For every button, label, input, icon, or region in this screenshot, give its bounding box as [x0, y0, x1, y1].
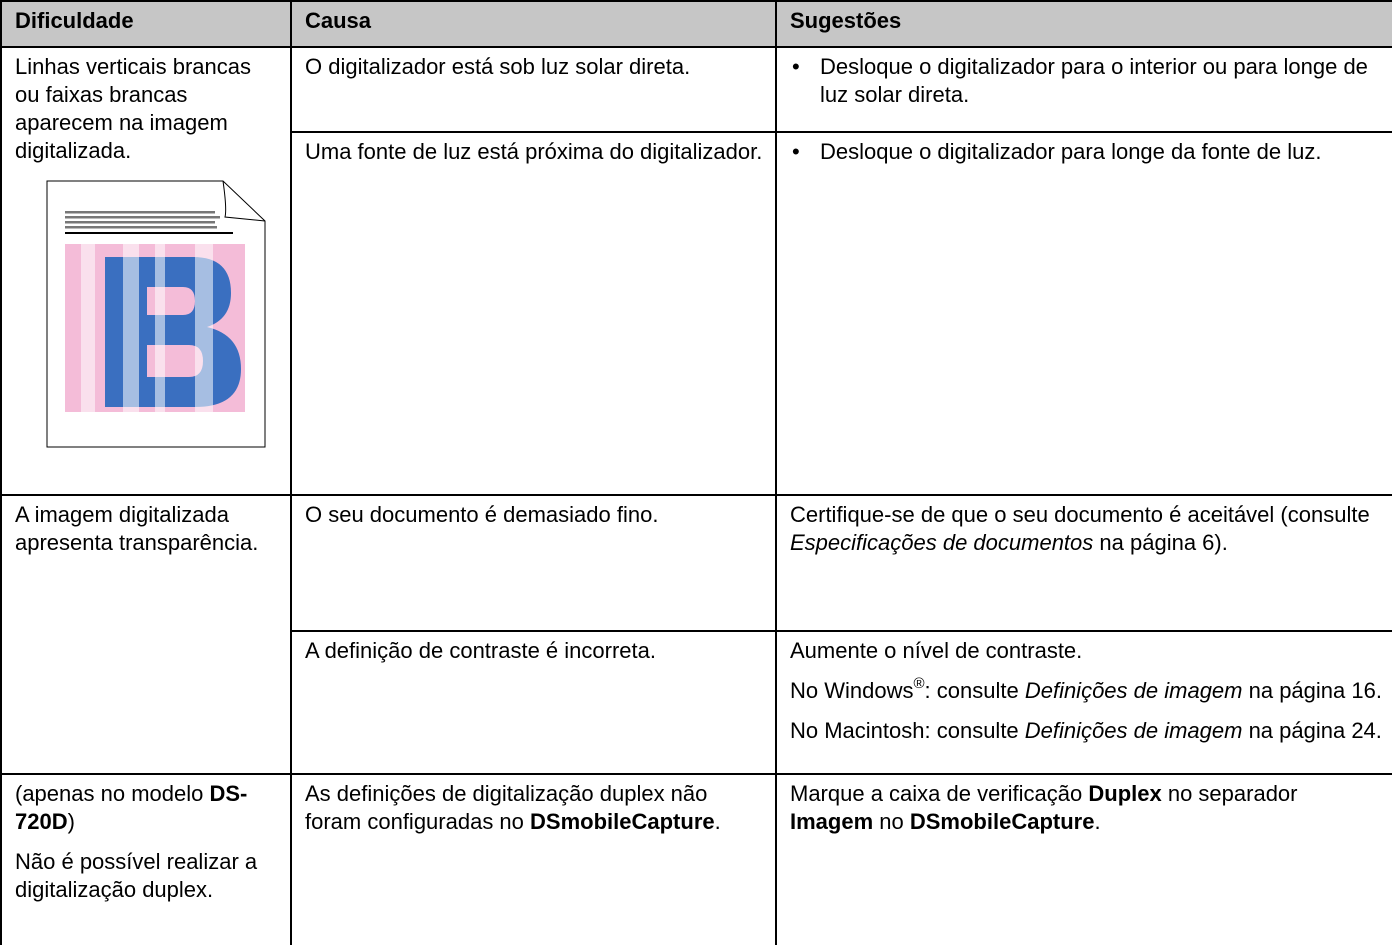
text-run: na página 6).	[1093, 530, 1228, 555]
paragraph: • Desloque o digitalizador para longe da …	[790, 138, 1382, 166]
paragraph: No Windows®: consulte Definições de imag…	[790, 675, 1382, 705]
table-row: Uma fonte de luz está próxima do digital…	[1, 131, 1392, 496]
header-row: Dificuldade Causa Sugestões	[0, 0, 1392, 48]
paragraph: A imagem digitalizada apresenta transpar…	[15, 501, 280, 557]
problem-cell: Linhas verticais brancas ou faixas branc…	[0, 46, 292, 496]
problem-cell: (apenas no modelo DS-720D) Não é possível…	[0, 773, 292, 945]
suggestion-cell: • Desloque o digitalizador para longe da …	[775, 131, 1392, 496]
text-run: Linhas verticais brancas ou faixas branc…	[15, 54, 252, 163]
paragraph: O seu documento é demasiado fino.	[305, 501, 765, 529]
cause-cell: A definição de contraste é incorreta.	[290, 630, 777, 775]
text-run: Não é possível realizar a digitalização …	[15, 849, 258, 902]
text-run: na página 24.	[1242, 718, 1382, 743]
paragraph: (apenas no modelo DS-720D)	[15, 780, 280, 836]
paragraph: • Desloque o digitalizador para o interio…	[790, 53, 1382, 109]
text-run: A imagem digitalizada apresenta transpar…	[15, 502, 259, 555]
text-run: (apenas no modelo	[15, 781, 210, 806]
text-run: : consulte	[924, 678, 1025, 703]
paragraph: Linhas verticais brancas ou faixas branc…	[15, 53, 280, 165]
text-run: DSmobileCapture	[530, 809, 715, 834]
text-run: na página 16.	[1242, 678, 1382, 703]
text-run: Definições de imagem	[1024, 718, 1243, 743]
cause-cell: O digitalizador está sob luz solar diret…	[290, 46, 777, 133]
text-run: No Windows	[790, 678, 914, 703]
paragraph: Uma fonte de luz está próxima do digital…	[305, 138, 765, 166]
text-run: )	[67, 809, 75, 834]
text-run: no	[873, 809, 910, 834]
text-run: DSmobileCapture	[909, 809, 1095, 834]
table-row: A imagem digitalizada apresenta transpar…	[0, 494, 1392, 775]
text-run: No Macintosh: consulte	[790, 718, 1025, 743]
text-run: DS-720D	[15, 781, 248, 834]
suggestion-cell: Marque a caixa de verificação Duplex no …	[775, 773, 1392, 945]
text-run: no separador	[1161, 781, 1298, 806]
text-run: As definições de digitalização duplex nã…	[305, 781, 708, 834]
paragraph: Aumente o nível de contraste.	[790, 637, 1382, 665]
cause-cell: O seu documento é demasiado fino.	[290, 494, 777, 632]
text-run: Desloque o digitalizador para longe da f…	[820, 139, 1322, 164]
paragraph: Certifique-se de que o seu documento é a…	[790, 501, 1382, 557]
text-run: .	[714, 809, 721, 834]
problem-cell: A imagem digitalizada apresenta transpar…	[0, 494, 292, 775]
text-run: Desloque o digitalizador para o interior…	[820, 54, 1368, 107]
text-run: Duplex	[1088, 781, 1162, 806]
cause-cell: As definições de digitalização duplex nã…	[290, 773, 777, 945]
table-row: (apenas no modelo DS-720D) Não é possível…	[0, 773, 1392, 945]
suggestion-cell: • Desloque o digitalizador para o interio…	[775, 46, 1392, 133]
suggestion-cell: Certifique-se de que o seu documento é a…	[775, 494, 1392, 632]
paragraph: A definição de contraste é incorreta.	[305, 637, 765, 665]
text-run: Aumente o nível de contraste.	[790, 638, 1083, 663]
table-row: Linhas verticais brancas ou faixas branc…	[0, 46, 1392, 496]
text-run: Marque a caixa de verificação	[790, 781, 1089, 806]
table-row: A definição de contraste é incorreta. Aum…	[1, 630, 1392, 775]
paragraph: Marque a caixa de verificação Duplex no …	[790, 780, 1382, 836]
text-run: ®	[913, 675, 925, 692]
text-run: A definição de contraste é incorreta.	[305, 638, 656, 663]
paragraph: O digitalizador está sob luz solar diret…	[305, 53, 765, 81]
text-run: Imagem	[790, 809, 874, 834]
bullet: •	[792, 139, 800, 164]
text-run: Especificações de documentos	[790, 530, 1094, 555]
header-cell: Dificuldade	[0, 0, 292, 48]
text-run: .	[1094, 809, 1101, 834]
text-run: O seu documento é demasiado fino.	[305, 502, 659, 527]
suggestion-cell: Aumente o nível de contraste. No Windows®…	[775, 630, 1392, 775]
text-run: Definições de imagem	[1024, 678, 1243, 703]
bullet: •	[792, 54, 800, 79]
header-cell: Causa	[290, 0, 777, 48]
header-cell: Sugestões	[775, 0, 1392, 48]
paragraph: No Macintosh: consulte Definições de ima…	[790, 717, 1382, 745]
paragraph: As definições de digitalização duplex nã…	[305, 780, 765, 836]
text-run: O digitalizador está sob luz solar diret…	[305, 54, 691, 79]
paragraph: Não é possível realizar a digitalização …	[15, 848, 280, 904]
text-run: Uma fonte de luz está próxima do digital…	[305, 139, 763, 164]
illustration	[46, 180, 266, 448]
cause-cell: Uma fonte de luz está próxima do digital…	[290, 131, 777, 496]
text-run: Certifique-se de que o seu documento é a…	[790, 502, 1370, 527]
